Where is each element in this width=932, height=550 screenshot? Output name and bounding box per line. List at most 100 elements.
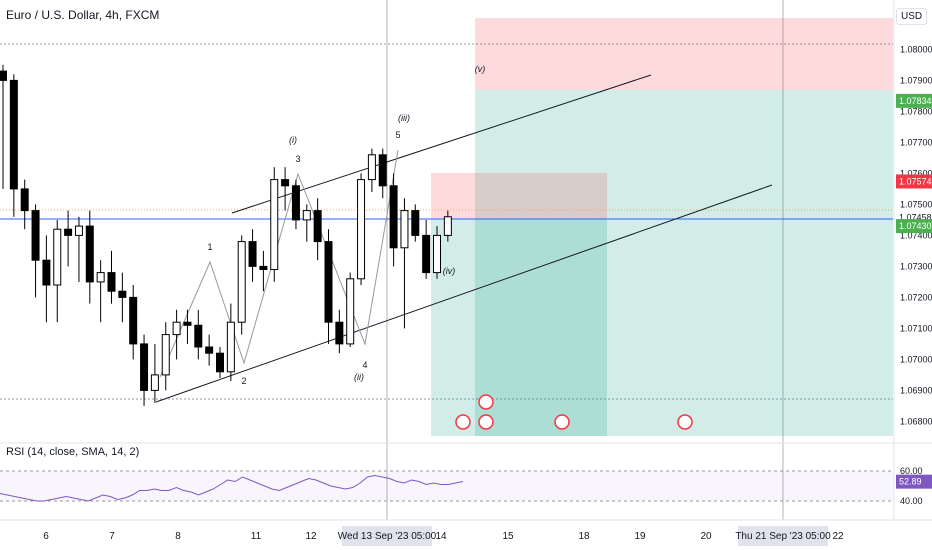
time-crosshair-box bbox=[342, 526, 432, 546]
wave-label: (i) bbox=[289, 135, 297, 145]
candle-body bbox=[42, 259, 51, 286]
rsi-band bbox=[0, 471, 893, 501]
wave-label: (ii) bbox=[354, 372, 364, 382]
candle-body bbox=[248, 241, 257, 267]
wave-label: 2 bbox=[241, 376, 246, 386]
wave-label: 1 bbox=[207, 242, 212, 252]
time-tick-label: 14 bbox=[435, 531, 447, 542]
flag-icon[interactable] bbox=[677, 414, 693, 430]
candle-body bbox=[367, 154, 376, 181]
stop-price-tag-bg bbox=[896, 174, 932, 189]
wave-label: (iv) bbox=[443, 266, 456, 276]
price-tick-label: 1.07300 bbox=[900, 261, 932, 271]
price-tick-label: 1.07200 bbox=[900, 292, 932, 302]
candle-body bbox=[291, 185, 300, 221]
candle-body bbox=[281, 179, 290, 187]
candle-body bbox=[389, 185, 398, 249]
candle-body bbox=[118, 290, 127, 298]
candle-body bbox=[85, 225, 94, 283]
candle-body bbox=[270, 179, 279, 271]
candle-body bbox=[140, 343, 149, 391]
candle-body bbox=[378, 154, 387, 187]
time-tick-label: 8 bbox=[175, 531, 181, 542]
time-crosshair-box bbox=[738, 526, 828, 546]
time-tick-label: 15 bbox=[502, 531, 514, 542]
price-tick-label: 1.07500 bbox=[900, 199, 932, 209]
target-price-tag: 1.07834 bbox=[899, 96, 932, 106]
candle-body bbox=[443, 216, 452, 236]
price-tick-label: 1.06800 bbox=[900, 416, 932, 426]
candle-body bbox=[31, 210, 40, 261]
flag-icon[interactable] bbox=[478, 414, 494, 430]
rsi-line bbox=[0, 474, 464, 502]
candle-body bbox=[74, 225, 83, 236]
price-tick-label: 1.07000 bbox=[900, 354, 932, 364]
wave-label: (iii) bbox=[398, 113, 410, 123]
time-tick-label: 12 bbox=[305, 531, 317, 542]
candle-body bbox=[53, 228, 62, 286]
stop-price-tag: 1.07574 bbox=[899, 176, 932, 186]
time-tick-label: 22 bbox=[832, 531, 844, 542]
candle-body bbox=[129, 296, 138, 345]
entry-price-tag-bg bbox=[896, 219, 932, 234]
rsi-title[interactable]: RSI (14, close, SMA, 14, 2) bbox=[6, 446, 140, 458]
channel-upper-line bbox=[231, 74, 652, 214]
take-profit-zone-large bbox=[475, 90, 893, 436]
candle-body bbox=[20, 188, 29, 212]
candle-body bbox=[194, 324, 203, 348]
candle-body bbox=[150, 374, 159, 391]
target-price-tag-bg bbox=[896, 93, 932, 108]
entry-price-tag: 1.07430 bbox=[899, 221, 932, 231]
candle-body bbox=[302, 210, 311, 221]
rsi-current-tag: 52.89 bbox=[899, 477, 922, 487]
candle-body bbox=[259, 265, 268, 270]
candle-body bbox=[0, 70, 7, 81]
price-tick-label: 1.08000 bbox=[900, 44, 932, 54]
candle-body bbox=[64, 228, 73, 236]
time-tick-label: 18 bbox=[578, 531, 590, 542]
flag-icon[interactable] bbox=[478, 394, 494, 410]
wave-label: 5 bbox=[395, 130, 400, 140]
wave-label: 3 bbox=[295, 154, 300, 164]
wave-label: 4 bbox=[362, 360, 367, 370]
currency-button[interactable]: USD bbox=[896, 8, 928, 25]
candle-body bbox=[183, 321, 192, 326]
candle-body bbox=[96, 272, 105, 283]
price-tick-label: 1.07600 bbox=[900, 168, 932, 178]
lightning-icon[interactable] bbox=[455, 414, 471, 430]
time-tick-label: 19 bbox=[634, 531, 646, 542]
price-tick-label: 1.07800 bbox=[900, 106, 932, 116]
candle-body bbox=[161, 334, 170, 376]
candle-body bbox=[411, 210, 420, 236]
time-tick-label: 6 bbox=[43, 531, 49, 542]
candle-body bbox=[324, 241, 333, 323]
candle-body bbox=[226, 321, 235, 373]
price-tick-label: 1.07700 bbox=[900, 137, 932, 147]
time-tick-label: 20 bbox=[700, 531, 712, 542]
candle-body bbox=[9, 79, 18, 190]
time-tick-label: 7 bbox=[109, 531, 115, 542]
rsi-level-label: 40.00 bbox=[900, 496, 923, 506]
rsi-level-label: 60.00 bbox=[900, 466, 923, 476]
price-tick-label: 1.07100 bbox=[900, 323, 932, 333]
candle-body bbox=[400, 210, 409, 249]
last-price-tag: 1.07458 bbox=[899, 212, 932, 222]
price-tick-label: 1.06900 bbox=[900, 385, 932, 395]
candle-body bbox=[433, 234, 441, 274]
candle-body bbox=[422, 234, 431, 274]
candle-body bbox=[237, 241, 246, 323]
rsi-current-tag-bg bbox=[896, 474, 932, 489]
candle-body bbox=[335, 321, 344, 345]
price-tick-label: 1.07900 bbox=[900, 75, 932, 85]
candle-body bbox=[313, 210, 322, 243]
flag-icon[interactable] bbox=[554, 414, 570, 430]
candle-body bbox=[172, 321, 181, 336]
price-tick-label: 1.07400 bbox=[900, 230, 932, 240]
time-crosshair-label: Wed 13 Sep '23 05:00 bbox=[338, 531, 437, 542]
symbol-title[interactable]: Euro / U.S. Dollar, 4h, FXCM bbox=[6, 8, 160, 22]
time-tick-label: 11 bbox=[251, 531, 262, 542]
candle-body bbox=[216, 352, 224, 373]
candle-body bbox=[357, 179, 366, 280]
